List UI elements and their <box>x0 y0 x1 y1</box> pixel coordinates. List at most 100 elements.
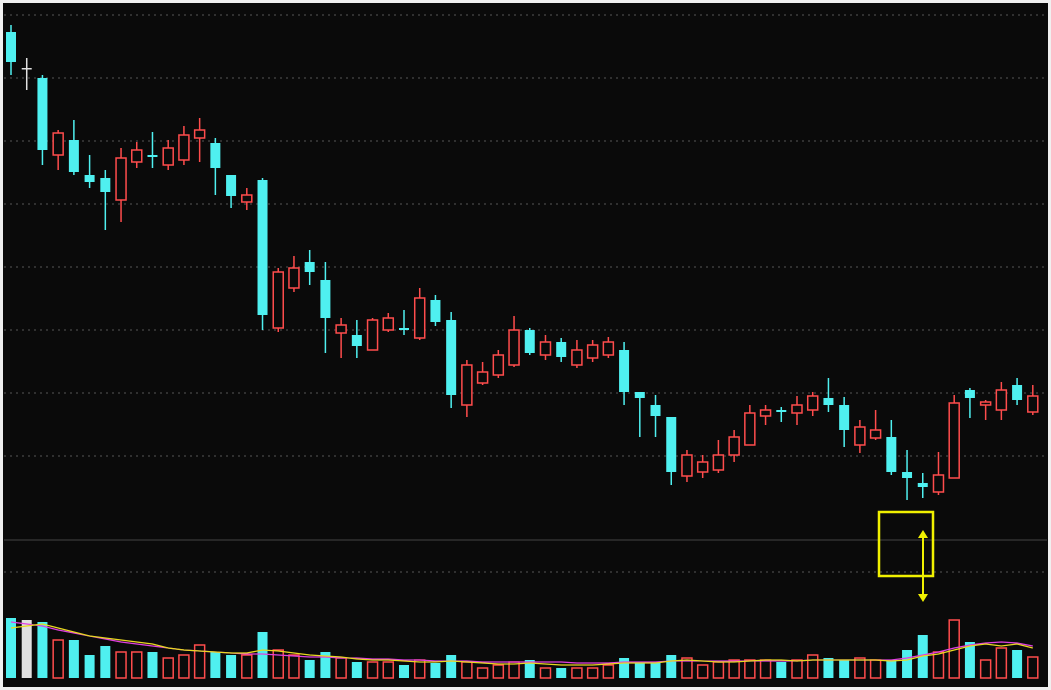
volume-bar <box>304 660 315 678</box>
volume-bar <box>666 655 677 678</box>
volume-bar <box>979 659 992 679</box>
candle-body <box>854 426 866 446</box>
candle-body <box>37 78 48 150</box>
candle-body <box>524 330 535 353</box>
volume-bar <box>1012 650 1023 678</box>
candle-body <box>210 143 221 168</box>
volume-bar <box>1027 656 1039 679</box>
candle-body <box>508 329 520 366</box>
candle-body <box>304 262 315 272</box>
candle-body <box>84 175 95 182</box>
volume-bar <box>178 654 190 679</box>
candle-body <box>257 180 268 315</box>
volume-bar <box>681 657 693 679</box>
volume-bar <box>776 662 787 678</box>
candle-body <box>696 461 709 473</box>
grid <box>4 14 1047 573</box>
candle-body <box>619 350 630 392</box>
volume-bar <box>6 618 16 678</box>
candle-body <box>759 409 772 417</box>
volume-bar <box>571 667 583 679</box>
volume-bar <box>382 661 395 679</box>
volume-bar <box>288 654 300 679</box>
volume-bar <box>430 663 441 678</box>
volume-bar <box>68 640 79 678</box>
volume-bar <box>21 620 32 678</box>
volume-bar <box>210 652 221 678</box>
candle-body <box>869 429 882 439</box>
volume-bar <box>335 657 347 679</box>
volume-bar <box>476 667 489 679</box>
candle-body <box>917 483 928 487</box>
selection-marker <box>877 510 935 602</box>
candle-body <box>650 405 661 416</box>
volume-bar <box>351 662 362 678</box>
volume-bar <box>147 652 158 678</box>
candle-body <box>6 32 16 62</box>
candle-body <box>178 134 190 161</box>
volume-bar <box>320 652 331 678</box>
volume-bar <box>193 644 206 679</box>
volume-bar <box>759 659 772 679</box>
candle-body <box>586 344 599 359</box>
volume-bar <box>712 661 725 679</box>
candle-body <box>430 300 441 322</box>
candle-body <box>791 404 803 414</box>
candle-body <box>351 335 362 346</box>
candle-body <box>162 147 174 166</box>
volume-bar <box>52 639 64 679</box>
candle-body <box>399 328 409 330</box>
candle-body <box>1012 385 1023 400</box>
candle-body <box>1027 395 1039 413</box>
volume-bar <box>84 655 95 678</box>
volume-bar <box>696 664 709 679</box>
candle-body <box>839 405 850 430</box>
candle-body <box>728 436 740 456</box>
volume-bar <box>100 646 111 678</box>
volume-bar <box>619 658 630 678</box>
volume-bar <box>115 651 127 679</box>
candle-body <box>556 342 567 357</box>
candle-body <box>666 417 677 472</box>
candle-body <box>382 317 395 331</box>
candle-body <box>712 454 725 471</box>
candle-body <box>461 364 473 406</box>
candle-body <box>932 474 945 493</box>
volume-bar <box>413 659 426 679</box>
plot <box>6 25 1039 679</box>
volume-bar <box>366 661 379 679</box>
candle-body <box>320 280 331 318</box>
candle-body <box>446 320 457 395</box>
volume-bar <box>744 659 756 679</box>
arrow-heads <box>918 530 928 602</box>
volume-bar <box>823 658 834 678</box>
candle-body <box>571 349 583 366</box>
candle-body <box>539 341 552 356</box>
candle-body <box>272 271 284 329</box>
volume-bar <box>461 661 473 679</box>
volume-bar <box>37 622 48 678</box>
volume-bar <box>524 660 535 678</box>
volume-bar <box>586 667 599 679</box>
volume-bar <box>869 659 882 679</box>
volume-bar <box>131 651 143 679</box>
volume-bar <box>728 659 740 679</box>
volume-bar <box>257 632 268 678</box>
candle-body <box>366 319 379 351</box>
candle-body <box>979 401 992 406</box>
volume-bar <box>162 657 174 679</box>
volume-bar <box>492 664 505 679</box>
candle-body <box>413 297 426 339</box>
candle-body <box>823 398 834 405</box>
candle-body <box>776 410 787 412</box>
volume-bar <box>272 649 284 679</box>
candle-body <box>115 157 127 201</box>
candle-body <box>52 132 64 156</box>
highlight-box <box>877 510 935 578</box>
volume-bar <box>854 657 866 679</box>
candle-body <box>68 140 79 172</box>
volume-bar <box>446 655 457 678</box>
candle-body <box>193 129 206 139</box>
